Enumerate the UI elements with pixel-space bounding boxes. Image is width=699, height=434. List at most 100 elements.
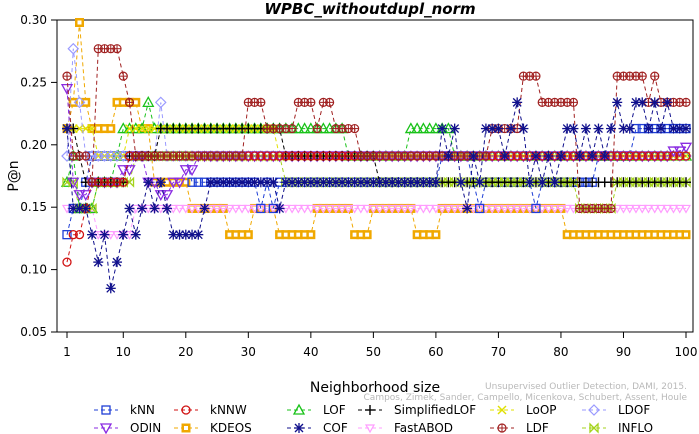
- data-point: [187, 204, 198, 214]
- data-point: [674, 204, 685, 214]
- data-point: [531, 71, 541, 81]
- x-tick-label: 1: [63, 345, 71, 359]
- data-point: [325, 97, 335, 107]
- data-point: [154, 96, 167, 109]
- data-point: [587, 151, 598, 162]
- legend-label: LDF: [526, 421, 549, 434]
- data-point: [287, 151, 297, 161]
- data-point: [61, 150, 73, 162]
- data-point: [362, 230, 372, 240]
- data-point: [142, 96, 155, 108]
- data-point: [337, 151, 347, 161]
- legend-marker: [497, 405, 507, 415]
- data-point: [506, 176, 516, 188]
- legend-marker: [588, 404, 600, 416]
- data-point: [681, 151, 691, 161]
- data-point: [673, 146, 686, 158]
- data-point: [112, 257, 123, 268]
- data-point: [67, 177, 80, 189]
- data-point: [62, 230, 72, 240]
- data-point: [643, 151, 654, 161]
- data-point: [274, 151, 285, 161]
- data-point: [374, 204, 385, 214]
- legend-item-cof: COF: [287, 421, 348, 434]
- data-point: [679, 142, 693, 154]
- x-tick-label: 90: [616, 345, 631, 359]
- data-point: [105, 283, 116, 294]
- data-point: [612, 176, 622, 188]
- data-point: [412, 204, 423, 214]
- data-point: [180, 204, 191, 214]
- data-point: [99, 229, 110, 240]
- data-point: [75, 17, 85, 27]
- y-axis-label: P@n: [6, 160, 22, 191]
- data-point: [130, 229, 141, 240]
- legend-label: SimplifiedLOF: [394, 403, 476, 417]
- data-point: [60, 83, 74, 95]
- data-point: [255, 204, 266, 214]
- data-point: [662, 97, 673, 108]
- data-point: [287, 123, 297, 134]
- data-point: [293, 151, 303, 161]
- data-point: [143, 177, 154, 188]
- data-point: [681, 230, 691, 240]
- series-layer: [60, 17, 693, 294]
- data-point: [424, 204, 435, 214]
- data-point: [337, 204, 348, 214]
- data-point: [543, 176, 554, 188]
- y-tick-label: 0.25: [20, 75, 47, 89]
- data-point: [124, 176, 135, 188]
- data-point: [268, 177, 279, 188]
- data-point: [681, 97, 691, 107]
- data-point: [87, 229, 98, 240]
- data-point: [650, 71, 660, 81]
- data-point: [368, 204, 379, 214]
- x-tick-label: 60: [428, 345, 443, 359]
- data-point: [631, 151, 641, 161]
- data-point: [637, 204, 648, 214]
- data-point: [443, 151, 454, 162]
- data-point: [212, 204, 223, 214]
- data-point: [268, 151, 278, 161]
- data-point: [662, 151, 672, 161]
- data-point: [574, 151, 585, 162]
- data-point: [681, 176, 691, 188]
- data-point: [118, 177, 128, 187]
- data-point: [650, 176, 660, 188]
- legend-item-knnw: kNNW: [174, 403, 247, 417]
- data-point: [518, 204, 529, 214]
- legend-item-lof: LOF: [287, 403, 346, 417]
- data-point: [62, 123, 72, 134]
- data-point: [362, 204, 373, 214]
- x-tick-label: 20: [178, 345, 193, 359]
- data-point: [662, 204, 673, 214]
- data-point: [99, 177, 110, 187]
- data-point: [631, 176, 641, 188]
- data-point: [637, 176, 647, 188]
- data-point: [193, 177, 203, 187]
- series-ldof: [61, 42, 692, 162]
- data-point: [74, 230, 85, 240]
- data-point: [324, 151, 335, 161]
- data-point: [81, 151, 91, 161]
- data-point: [249, 151, 260, 161]
- y-tick-label: 0.30: [20, 13, 47, 27]
- legend-label: COF: [323, 421, 348, 434]
- data-point: [500, 176, 510, 188]
- legend-item-fastabod: FastABOD: [358, 421, 453, 434]
- data-point: [505, 204, 516, 214]
- data-point: [173, 177, 186, 189]
- data-point: [668, 204, 679, 214]
- y-tick-label: 0.10: [20, 263, 47, 277]
- data-point: [350, 123, 360, 134]
- legend-marker: [99, 423, 113, 434]
- data-point: [512, 176, 522, 188]
- data-point: [68, 230, 78, 240]
- legend-item-loop: LoOP: [490, 403, 557, 417]
- legend-label: LOF: [323, 403, 346, 417]
- legend-label: ODIN: [130, 421, 161, 434]
- data-point: [112, 177, 122, 187]
- data-point: [637, 151, 647, 161]
- data-point: [312, 123, 322, 134]
